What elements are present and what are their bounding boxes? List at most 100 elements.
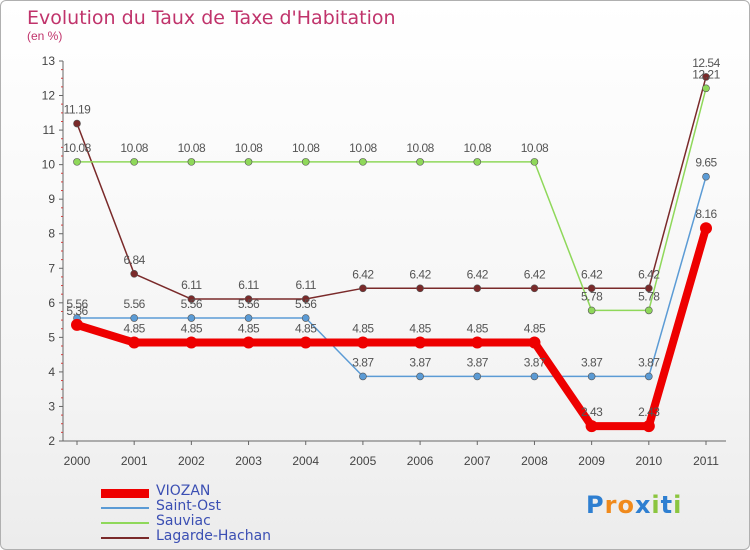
y-tick-label: 3 — [48, 399, 55, 413]
logo-letter: P — [586, 491, 605, 519]
y-tick-label: 12 — [42, 89, 56, 103]
x-tick-label: 2002 — [178, 454, 205, 468]
x-tick-label: 2008 — [521, 454, 548, 468]
chart-title: Evolution du Taux de Taxe d'Habitation — [27, 7, 396, 29]
data-label: 4.85 — [467, 322, 489, 336]
logo-letter: i — [651, 491, 661, 519]
x-tick-label: 2009 — [578, 454, 605, 468]
data-point — [71, 318, 83, 331]
data-label: 6.42 — [581, 267, 603, 281]
data-point — [473, 158, 482, 166]
data-label: 6.42 — [352, 267, 374, 281]
data-label: 6.42 — [467, 267, 489, 281]
data-label: 6.11 — [181, 278, 202, 292]
data-point — [356, 336, 369, 349]
data-point — [702, 73, 710, 81]
x-tick-label: 2007 — [464, 454, 491, 468]
legend-label: Saint-Ost — [156, 498, 221, 514]
data-point — [301, 314, 310, 322]
data-point — [700, 222, 712, 235]
y-tick-label: 9 — [48, 192, 55, 206]
data-label: 5.56 — [124, 297, 146, 311]
data-label: 3.87 — [581, 355, 603, 369]
data-label: 6.42 — [409, 267, 431, 281]
data-label: 10.08 — [292, 141, 320, 155]
legend-label: Sauviac — [156, 513, 211, 529]
data-point — [130, 269, 138, 278]
data-point — [471, 336, 484, 349]
data-label: 6.11 — [238, 278, 259, 292]
series-line-viozan — [75, 227, 710, 431]
data-point — [359, 372, 367, 381]
data-label: 9.65 — [695, 156, 717, 170]
data-label: 5.56 — [295, 297, 317, 311]
data-label: 5.78 — [638, 289, 660, 303]
data-point — [301, 295, 310, 303]
x-tick-label: 2001 — [121, 454, 148, 468]
x-tick-label: 2006 — [407, 454, 434, 468]
data-point — [73, 119, 81, 128]
data-point — [587, 284, 596, 293]
y-tick-label: 2 — [48, 434, 55, 448]
logo-letter: t — [660, 491, 674, 519]
y-tick-label: 4 — [48, 365, 55, 379]
y-tick-label: 11 — [43, 123, 56, 137]
data-label: 5.56 — [238, 297, 260, 311]
data-point — [128, 336, 141, 349]
logo-letter: i — [673, 491, 683, 519]
data-point — [416, 284, 424, 293]
y-tick-label: 8 — [48, 227, 55, 241]
x-tick-label: 2004 — [292, 454, 319, 468]
data-point — [642, 420, 655, 433]
data-label: 5.56 — [66, 297, 88, 311]
data-point — [416, 158, 424, 166]
data-label: 10.08 — [406, 141, 434, 155]
legend-label: VIOZAN — [156, 483, 211, 499]
legend-swatch — [101, 522, 149, 524]
data-label: 2.43 — [581, 405, 603, 419]
data-point — [130, 314, 138, 322]
data-label: 10.08 — [349, 141, 377, 155]
chart-subtitle: (en %) — [27, 29, 63, 43]
y-tick-label: 5 — [48, 330, 55, 344]
data-label: 10.08 — [120, 141, 148, 155]
data-point — [187, 158, 196, 166]
data-point — [645, 372, 653, 381]
y-tick-label: 6 — [48, 296, 55, 310]
data-label: 3.87 — [638, 355, 660, 369]
data-label: 6.84 — [124, 253, 146, 267]
data-label: 12.54 — [692, 56, 720, 70]
data-point — [301, 158, 310, 166]
x-tick-label: 2000 — [64, 454, 91, 468]
data-label: 11.19 — [64, 103, 91, 117]
data-label: 3.87 — [467, 355, 489, 369]
data-point — [185, 336, 198, 349]
data-point — [528, 336, 541, 349]
logo-letter: o — [617, 491, 635, 519]
legend-label: Lagarde-Hachan — [156, 528, 272, 544]
data-label: 12.21 — [692, 67, 720, 81]
data-label: 8.16 — [695, 207, 717, 221]
data-point — [473, 372, 482, 381]
y-tick-label: 10 — [42, 158, 56, 172]
data-label: 4.85 — [524, 322, 546, 336]
data-point — [359, 284, 367, 293]
series-line-saint-ost — [77, 176, 707, 378]
data-label: 5.78 — [581, 289, 603, 303]
data-point — [299, 336, 312, 349]
data-point — [359, 158, 367, 166]
data-label: 10.08 — [178, 141, 206, 155]
data-label: 4.85 — [124, 322, 146, 336]
data-point — [244, 314, 253, 322]
data-point — [187, 314, 196, 322]
logo-letter: x — [634, 491, 652, 519]
data-point — [530, 284, 539, 293]
data-point — [73, 158, 81, 166]
data-point — [645, 284, 653, 293]
data-point — [242, 336, 255, 349]
data-point — [244, 158, 253, 166]
data-point — [702, 84, 710, 93]
legend-swatch — [101, 507, 149, 509]
data-label: 6.11 — [295, 278, 316, 292]
